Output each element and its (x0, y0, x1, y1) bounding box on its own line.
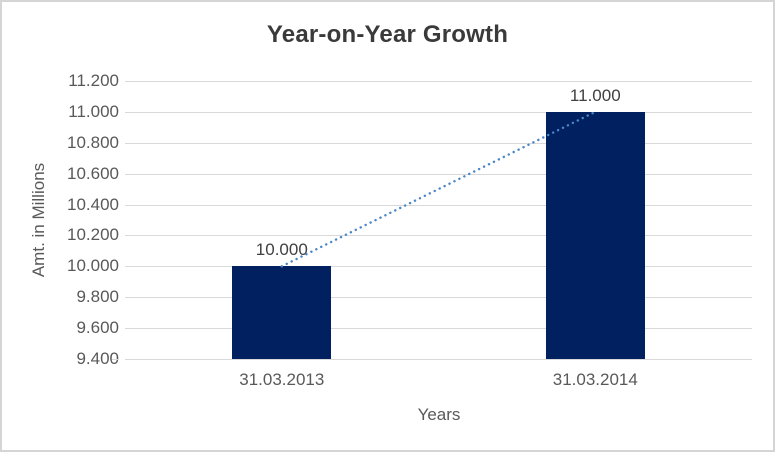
y-tick-label: 9.400 (76, 349, 119, 368)
y-tick-label: 9.800 (76, 287, 119, 307)
bar-31.03.2014[interactable] (545, 111, 645, 359)
y-tick-label: 11.200 (68, 71, 119, 90)
y-tick-label: 11.000 (68, 101, 119, 121)
gridline (125, 142, 752, 144)
chart-title: Year-on-Year Growth (266, 21, 509, 48)
x-axis-title: Years (417, 405, 461, 424)
y-tick-label: 9.600 (76, 318, 119, 338)
gridline (125, 111, 752, 113)
gridline (125, 235, 752, 237)
y-tick-label: 10.400 (67, 194, 119, 214)
y-tick-label: 10.200 (67, 225, 119, 245)
gridline (125, 328, 752, 330)
x-tick-label: 31.03.2013 (239, 370, 325, 389)
bar-31.03.2013[interactable] (232, 266, 332, 359)
y-tick-label: 10.800 (67, 132, 119, 152)
bar-data-label: 11.000 (569, 85, 621, 105)
y-tick-label: 10.600 (67, 163, 119, 183)
gridline (125, 297, 752, 299)
gridline (125, 173, 752, 175)
x-tick-label: 31.03.2014 (552, 370, 638, 389)
gridline (125, 359, 752, 360)
gridline (125, 266, 752, 268)
gridline (125, 204, 752, 206)
gridline (125, 81, 752, 82)
bar-data-label: 10.000 (255, 240, 308, 260)
y-axis-tick (112, 359, 119, 360)
y-tick-label: 10.000 (67, 256, 119, 276)
